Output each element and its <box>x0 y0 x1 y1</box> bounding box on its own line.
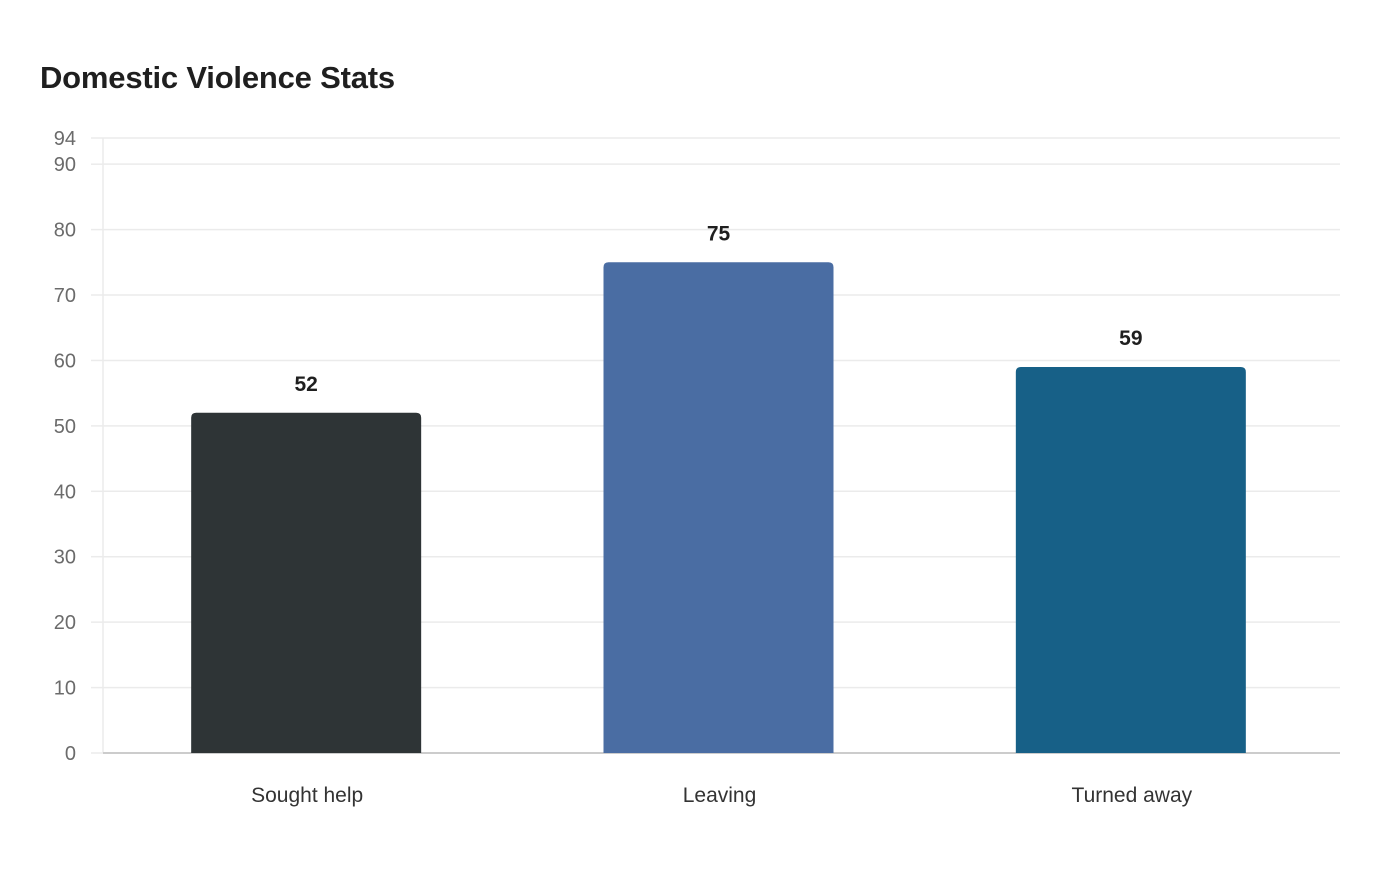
y-tick-label: 94 <box>54 128 76 150</box>
data-label: 52 <box>294 373 317 396</box>
y-tick-label: 20 <box>54 612 76 634</box>
y-tick-label: 70 <box>54 285 76 307</box>
category-labels: Sought help Leaving Turned away <box>251 784 1193 807</box>
y-tick-label: 10 <box>54 678 76 700</box>
bars <box>191 262 1246 753</box>
bar-leaving <box>603 262 834 753</box>
bar-sought-help <box>191 412 422 753</box>
x-category-label: Sought help <box>251 784 363 807</box>
y-tick-labels: 0 10 20 30 40 50 60 70 80 90 94 <box>54 128 76 765</box>
data-label: 75 <box>707 222 731 245</box>
y-tick-label: 30 <box>54 547 76 569</box>
bar-turned-away <box>1015 366 1246 753</box>
y-tick-label: 40 <box>54 481 76 503</box>
y-tick-label: 60 <box>54 350 76 372</box>
data-label: 59 <box>1119 327 1142 350</box>
x-category-label: Turned away <box>1072 784 1193 807</box>
chart-title: Domestic Violence Stats <box>40 60 395 95</box>
x-category-label: Leaving <box>683 784 757 807</box>
y-tick-label: 0 <box>65 743 76 765</box>
data-labels: 52 75 59 <box>294 222 1142 395</box>
y-tick-label: 90 <box>54 154 76 176</box>
y-tick-label: 80 <box>54 220 76 242</box>
y-tick-label: 50 <box>54 416 76 438</box>
